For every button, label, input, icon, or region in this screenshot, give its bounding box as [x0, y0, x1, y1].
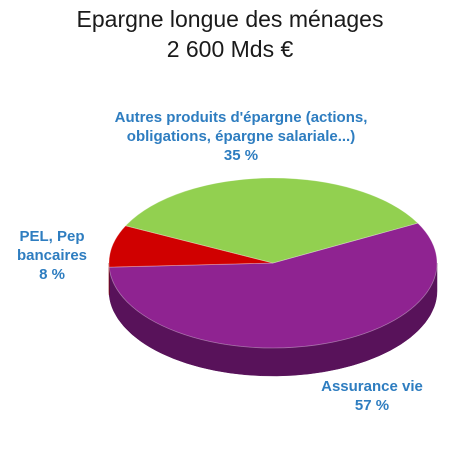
pie-slice-1 — [108, 225, 274, 268]
slice-value-label-1: 8 % — [39, 266, 65, 283]
slice-label-0-line-0: Assurance vie — [321, 378, 423, 395]
slice-label-2-line-0: Autres produits d'épargne (actions, — [115, 109, 368, 126]
pie-slice-2 — [124, 177, 419, 264]
pie-slice-0 — [108, 222, 438, 349]
slice-value-label-2: 35 % — [224, 147, 258, 164]
chart-title-line-1: Epargne longue des ménages — [76, 6, 384, 32]
slice-value-label-0: 57 % — [355, 397, 389, 414]
chart-title-line-2: 2 600 Mds € — [166, 36, 294, 62]
slice-label-2-line-1: obligations, épargne salariale...) — [127, 128, 355, 145]
slice-label-1-line-0: PEL, Pep — [19, 228, 84, 245]
slice-label-1-line-1: bancaires — [17, 247, 87, 264]
